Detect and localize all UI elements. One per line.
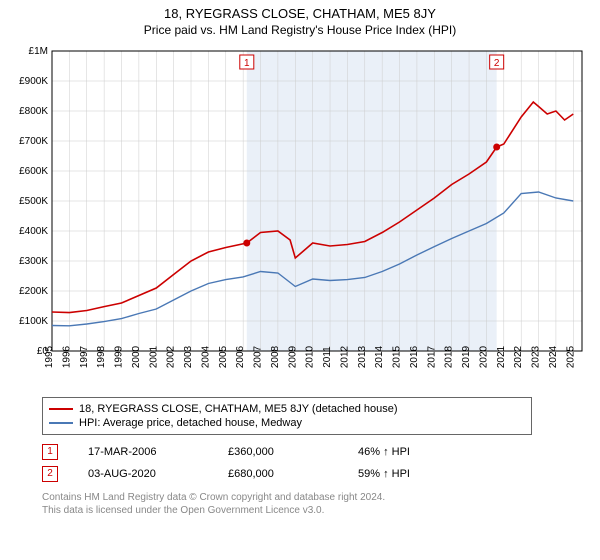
svg-text:2022: 2022 <box>513 345 524 368</box>
svg-text:£300K: £300K <box>19 256 48 267</box>
svg-text:£100K: £100K <box>19 316 48 327</box>
sale-price: £360,000 <box>228 446 328 458</box>
svg-text:2015: 2015 <box>392 345 403 368</box>
footer-line: Contains HM Land Registry data © Crown c… <box>42 491 590 504</box>
price-chart: £0£100K£200K£300K£400K£500K£600K£700K£80… <box>10 41 590 391</box>
svg-text:£600K: £600K <box>19 166 48 177</box>
sale-row: 1 17-MAR-2006 £360,000 46% ↑ HPI <box>42 441 590 463</box>
svg-text:2018: 2018 <box>444 345 455 368</box>
svg-text:2009: 2009 <box>287 345 298 368</box>
svg-text:2019: 2019 <box>461 345 472 368</box>
svg-text:1: 1 <box>244 58 250 69</box>
svg-text:2010: 2010 <box>305 345 316 368</box>
svg-text:2017: 2017 <box>426 345 437 368</box>
sale-marker: 1 <box>42 444 58 460</box>
svg-text:2004: 2004 <box>200 345 211 368</box>
svg-text:£800K: £800K <box>19 106 48 117</box>
legend-label: HPI: Average price, detached house, Medw… <box>79 417 302 429</box>
svg-text:£200K: £200K <box>19 286 48 297</box>
legend-swatch <box>49 408 73 410</box>
svg-text:2023: 2023 <box>531 345 542 368</box>
footer-line: This data is licensed under the Open Gov… <box>42 504 590 517</box>
svg-text:2011: 2011 <box>322 346 333 368</box>
svg-text:2021: 2021 <box>496 345 507 368</box>
svg-text:2000: 2000 <box>131 345 142 368</box>
svg-text:2006: 2006 <box>235 345 246 368</box>
svg-text:£900K: £900K <box>19 76 48 87</box>
svg-text:2016: 2016 <box>409 345 420 368</box>
footer-attribution: Contains HM Land Registry data © Crown c… <box>42 491 590 517</box>
sale-hpi: 46% ↑ HPI <box>358 446 458 458</box>
page-title: 18, RYEGRASS CLOSE, CHATHAM, ME5 8JY <box>0 0 600 21</box>
svg-text:1998: 1998 <box>96 345 107 368</box>
svg-text:£1M: £1M <box>29 46 48 57</box>
svg-text:£700K: £700K <box>19 136 48 147</box>
legend-item: 18, RYEGRASS CLOSE, CHATHAM, ME5 8JY (de… <box>49 402 525 416</box>
sale-hpi: 59% ↑ HPI <box>358 468 458 480</box>
sale-marker: 2 <box>42 466 58 482</box>
svg-text:2001: 2001 <box>148 345 159 368</box>
svg-text:2008: 2008 <box>270 345 281 368</box>
svg-text:1999: 1999 <box>114 345 125 368</box>
sale-date: 17-MAR-2006 <box>88 446 198 458</box>
svg-text:2012: 2012 <box>339 345 350 368</box>
legend: 18, RYEGRASS CLOSE, CHATHAM, ME5 8JY (de… <box>42 397 532 435</box>
svg-text:2003: 2003 <box>183 345 194 368</box>
svg-text:2: 2 <box>494 58 500 69</box>
svg-text:2014: 2014 <box>374 345 385 368</box>
page-subtitle: Price paid vs. HM Land Registry's House … <box>0 21 600 41</box>
svg-text:2025: 2025 <box>565 345 576 368</box>
svg-text:2005: 2005 <box>218 345 229 368</box>
svg-text:£400K: £400K <box>19 226 48 237</box>
sale-date: 03-AUG-2020 <box>88 468 198 480</box>
svg-text:2002: 2002 <box>166 345 177 368</box>
legend-swatch <box>49 422 73 424</box>
sale-price: £680,000 <box>228 468 328 480</box>
svg-text:£500K: £500K <box>19 196 48 207</box>
svg-text:2007: 2007 <box>253 345 264 368</box>
sale-row: 2 03-AUG-2020 £680,000 59% ↑ HPI <box>42 463 590 485</box>
sales-table: 1 17-MAR-2006 £360,000 46% ↑ HPI 2 03-AUG-202… <box>42 441 590 485</box>
svg-text:1996: 1996 <box>61 345 72 368</box>
svg-text:2024: 2024 <box>548 345 559 368</box>
legend-label: 18, RYEGRASS CLOSE, CHATHAM, ME5 8JY (de… <box>79 403 398 415</box>
svg-text:1995: 1995 <box>44 345 55 368</box>
svg-text:2013: 2013 <box>357 345 368 368</box>
svg-text:2020: 2020 <box>478 345 489 368</box>
legend-item: HPI: Average price, detached house, Medw… <box>49 416 525 430</box>
svg-text:1997: 1997 <box>79 345 90 368</box>
